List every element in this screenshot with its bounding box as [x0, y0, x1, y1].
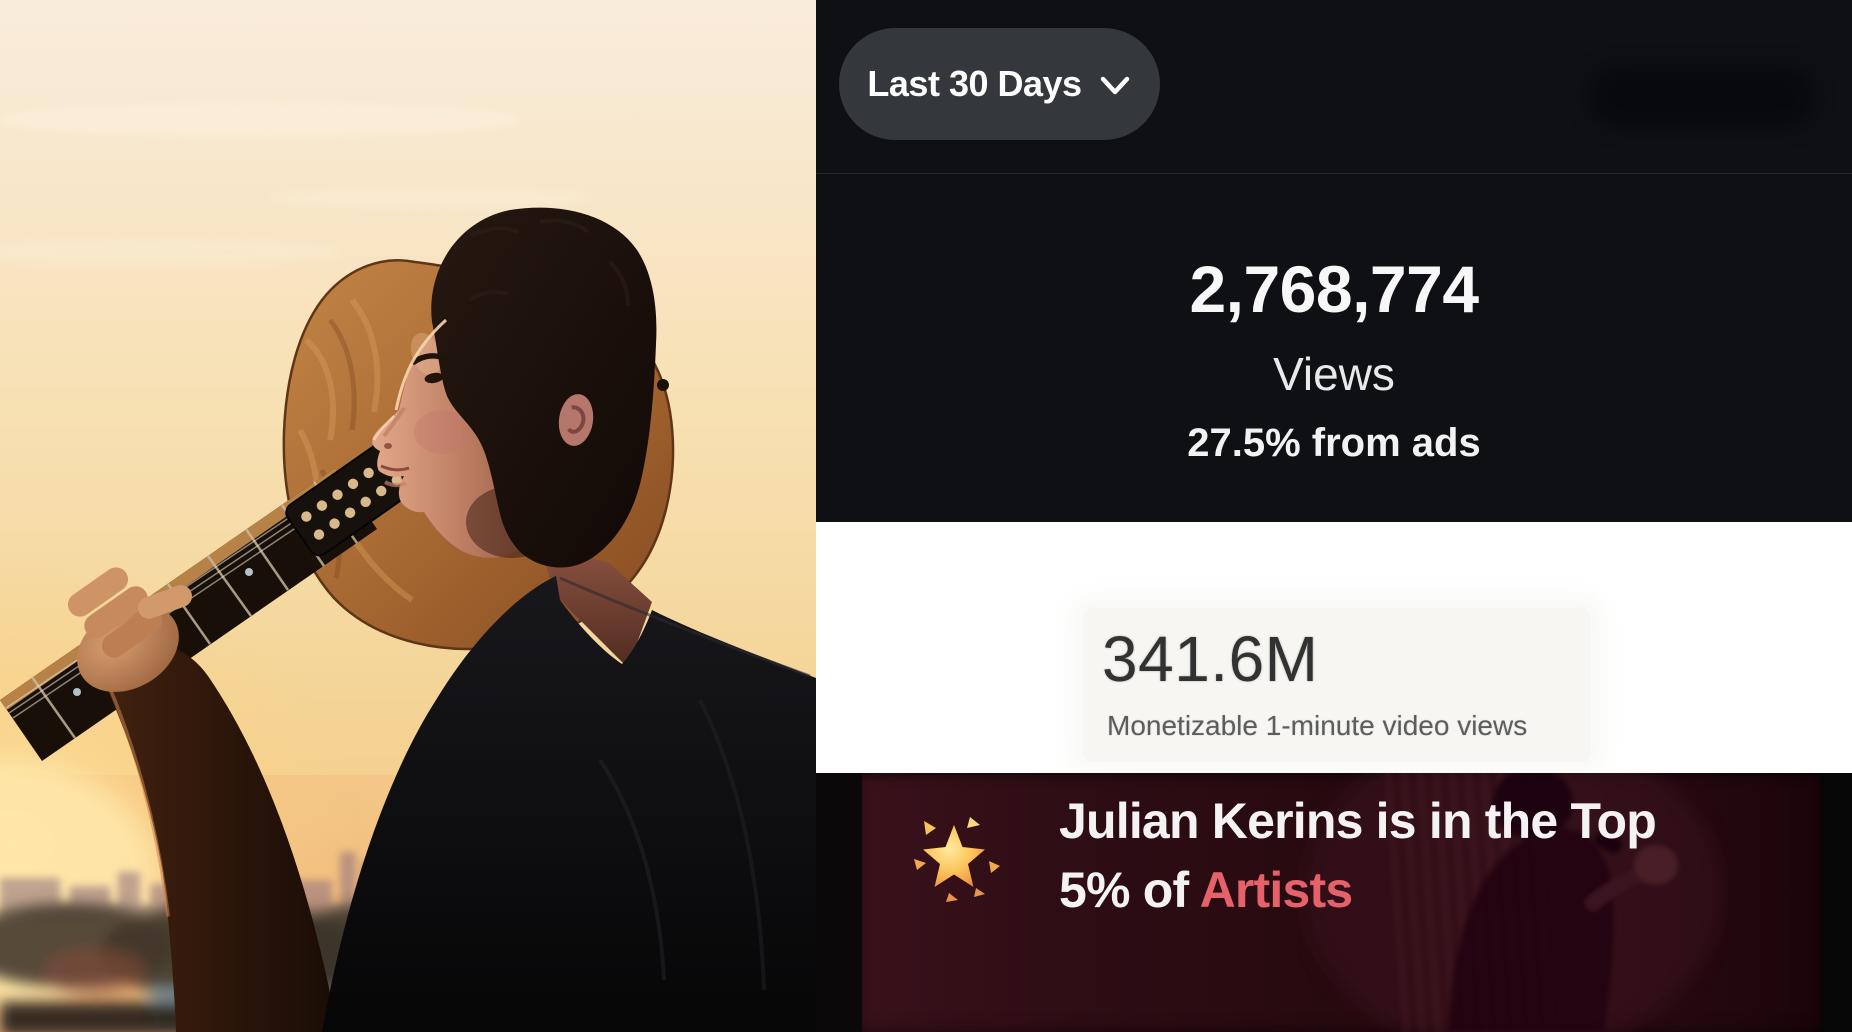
monetizable-value: 341.6M: [1102, 623, 1319, 695]
sunset-photo-illustration: [0, 0, 816, 1032]
achievement-text: Julian Kerins is in the Top 5% of Artist…: [1059, 787, 1657, 925]
glowing-star-icon: [914, 817, 1000, 902]
views-label: Views: [1273, 348, 1395, 400]
chest-skin: [540, 548, 652, 668]
achievement-highlight: Artists: [1199, 862, 1354, 918]
views-from-ads: 27.5% from ads: [1187, 421, 1481, 465]
date-range-label: Last 30 Days: [867, 63, 1082, 104]
strap-button: [657, 379, 669, 391]
profile-rim-light: [394, 318, 447, 411]
cloud-streaks: [0, 104, 590, 265]
banner-left-gap: [816, 773, 862, 1032]
monetizable-label: Monetizable 1-minute video views: [1107, 710, 1528, 741]
arm: [96, 643, 338, 1032]
analytics-panel: Last 30 Days 2,768,774 Views 27.5% from …: [816, 0, 1852, 1032]
achievement-line1: Julian Kerins is in the Top: [1059, 793, 1657, 849]
eyebrow: [411, 353, 449, 365]
artist-photo: [0, 0, 816, 1032]
header-section: Last 30 Days: [816, 0, 1852, 174]
chevron-down-icon: [1100, 76, 1129, 95]
achievement-line2-prefix: 5% of: [1059, 862, 1200, 918]
background-smudge: [1588, 66, 1816, 128]
views-count: 2,768,774: [1189, 252, 1479, 326]
arm-rim-light: [101, 670, 170, 917]
achievement-banner[interactable]: Julian Kerins is in the Top 5% of Artist…: [862, 773, 1820, 1032]
monetizable-section: 341.6M Monetizable 1-minute video views: [816, 522, 1852, 773]
eye: [424, 372, 444, 384]
star-sparkles: [914, 817, 1000, 902]
black-tshirt: [322, 576, 816, 1032]
mouth: [380, 464, 410, 472]
banner-right-gap: [1820, 773, 1852, 1032]
achievement-row: Julian Kerins is in the Top 5% of Artist…: [816, 773, 1852, 1032]
curly-hair: [431, 207, 657, 568]
hand-on-neck: [67, 567, 192, 692]
nostril: [384, 443, 392, 449]
date-range-selector[interactable]: Last 30 Days: [839, 28, 1160, 140]
face-details: [372, 318, 449, 488]
views-section: 2,768,774 Views 27.5% from ads: [816, 174, 1852, 522]
ear: [558, 394, 594, 446]
stat-card: [1083, 608, 1591, 762]
cheek: [414, 410, 470, 454]
hair-texture: [468, 218, 630, 307]
